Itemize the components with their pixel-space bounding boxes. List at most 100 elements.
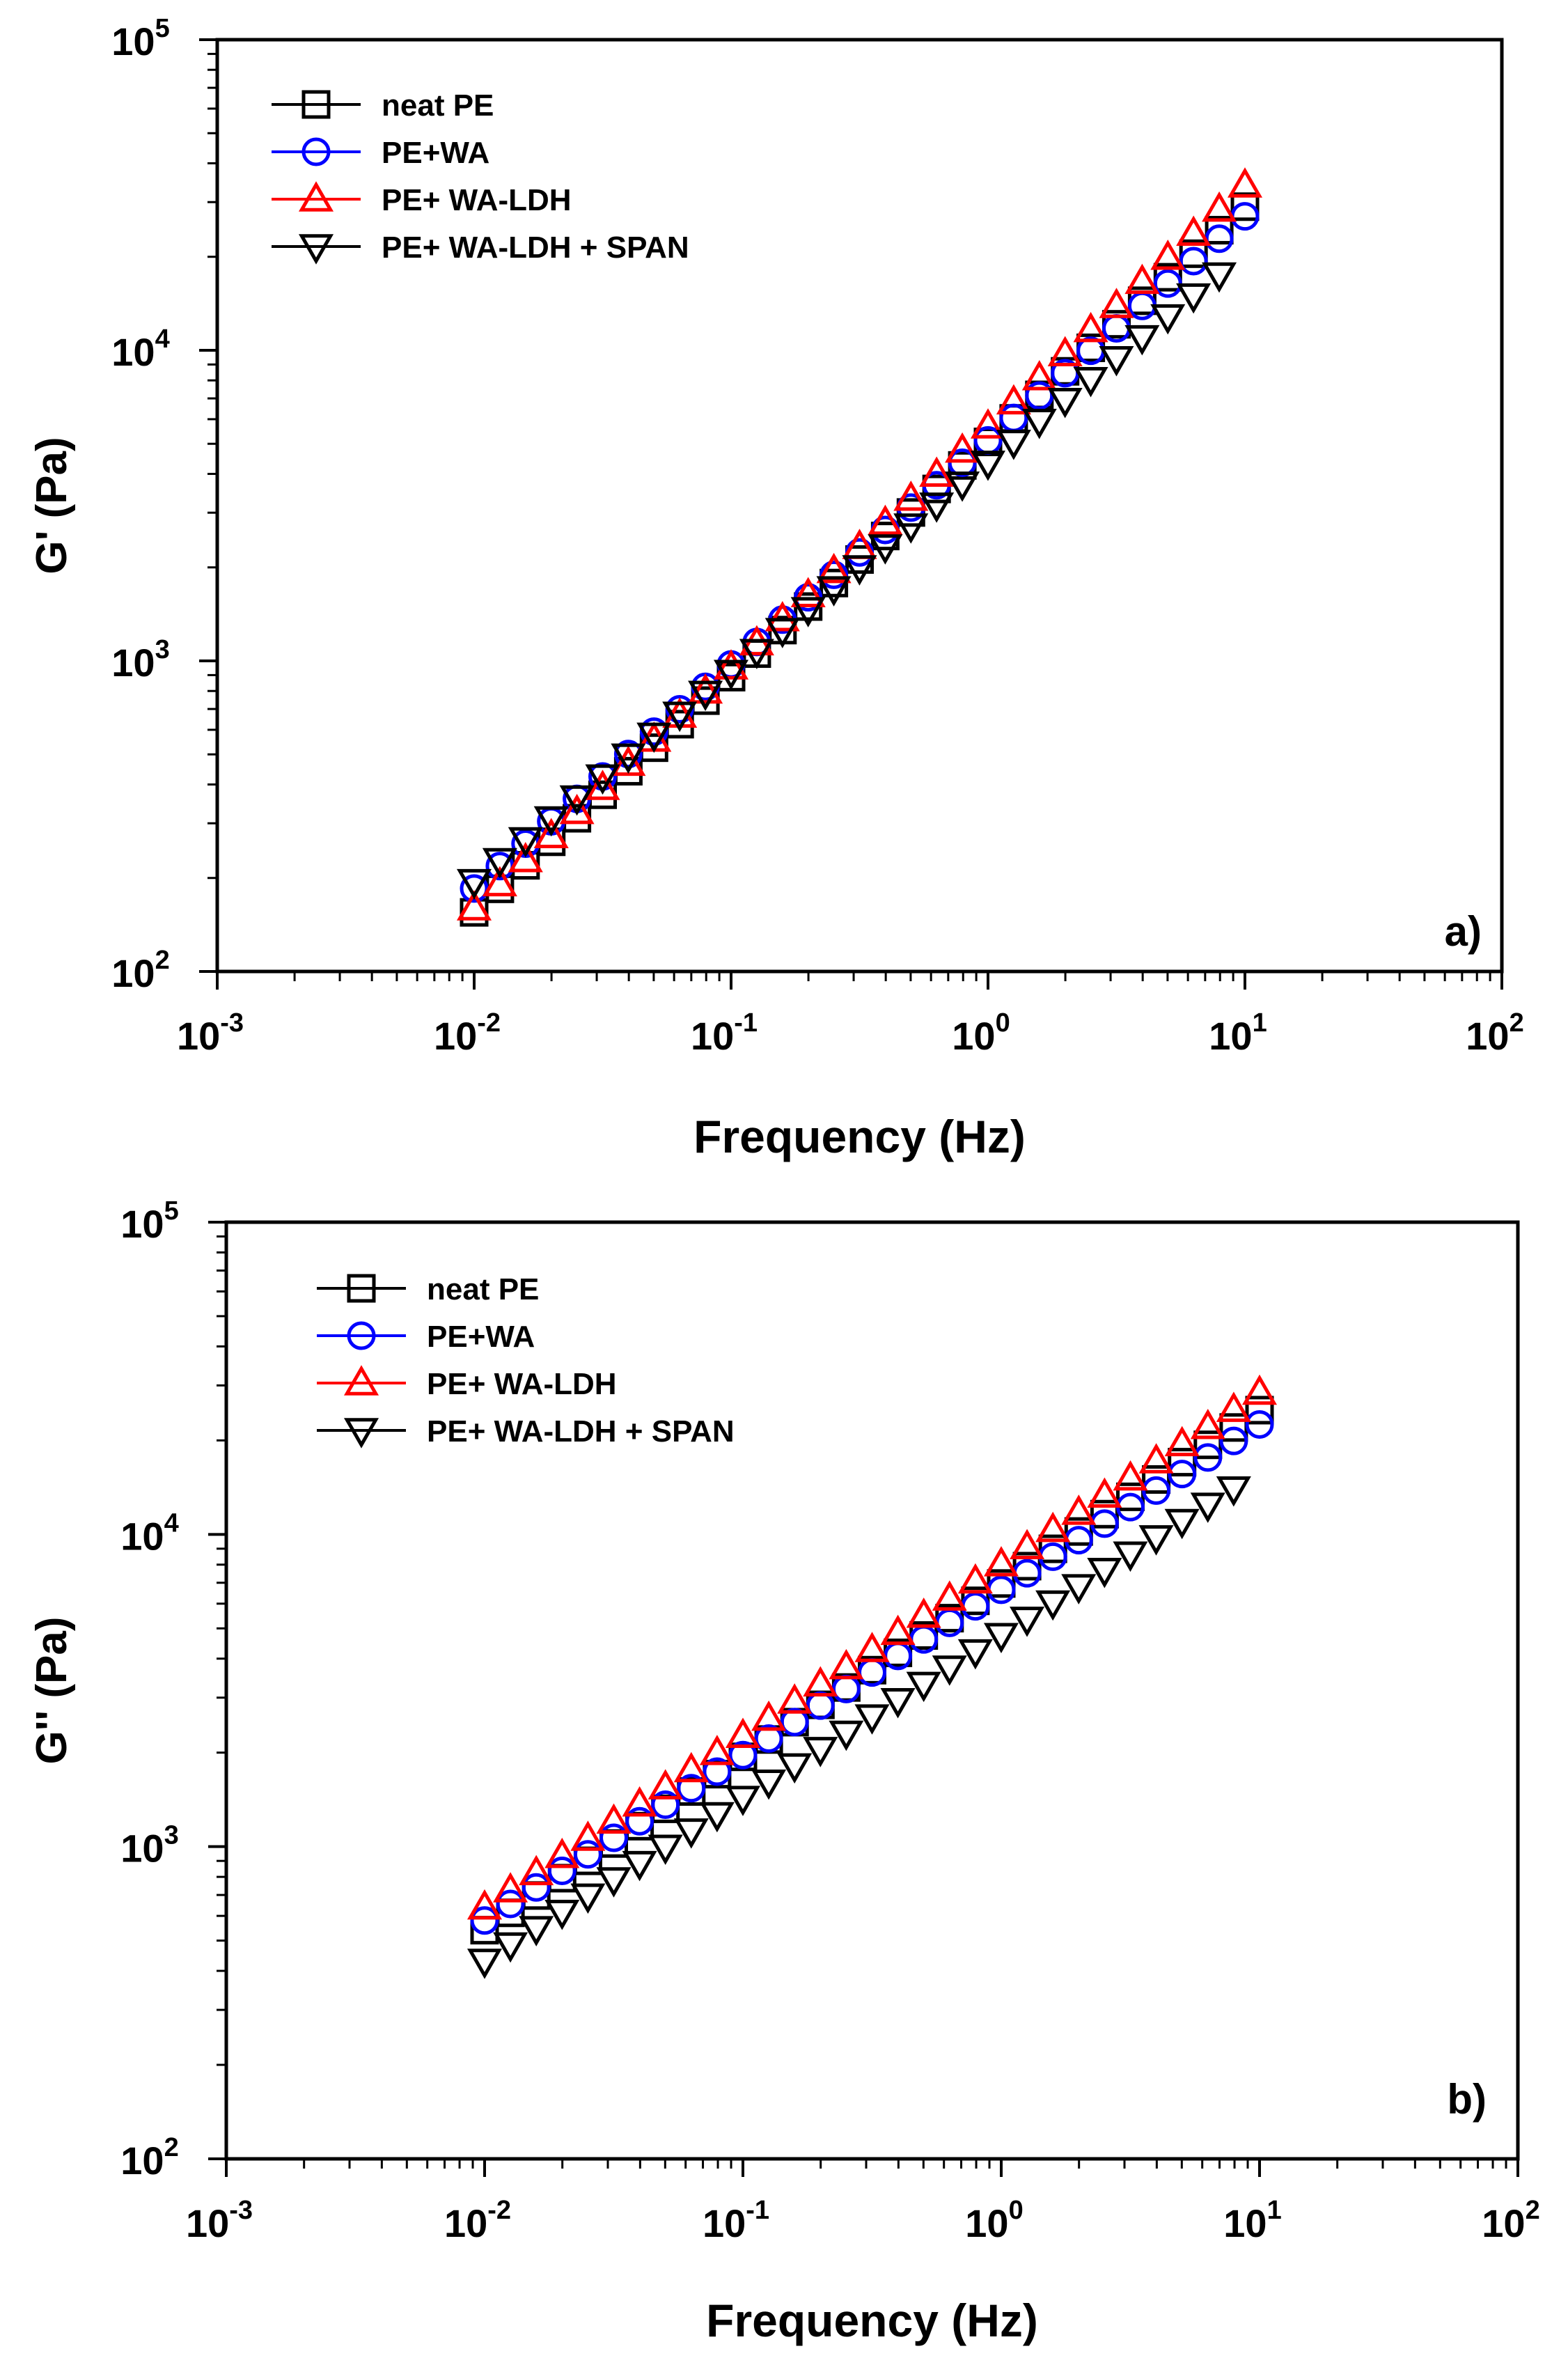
data-point: [765, 618, 800, 648]
data-point: [1116, 1482, 1145, 1511]
legend-marker: [347, 1321, 376, 1350]
data-point: [699, 1735, 735, 1765]
data-point: [648, 1834, 683, 1866]
x-tick-label: 101: [1223, 2196, 1281, 2245]
legend: neat PE PE+WA PE+ WA-LDH PE+ WA-LDH + SPAN: [272, 88, 689, 265]
data-point: [1150, 304, 1186, 335]
data-point: [1142, 1465, 1171, 1494]
data-point: [765, 601, 800, 632]
data-point: [570, 1820, 606, 1851]
data-point: [906, 1671, 941, 1703]
data-point: [1113, 1541, 1148, 1572]
data-point: [648, 1769, 683, 1799]
panel-b-chart: 10-3 10-2 10-1 100 101 102 102 103 104 105 Frequen…: [28, 1196, 1540, 2346]
legend-item: PE+WA: [272, 136, 489, 170]
data-point: [1190, 1492, 1225, 1523]
data-point: [983, 1546, 1019, 1577]
legend: neat PE PE+WA PE+ WA-LDH PE+ WA-LDH + SPAN: [317, 1272, 735, 1449]
data-point: [533, 818, 569, 848]
data-point: [983, 1623, 1019, 1654]
data-point: [547, 1857, 577, 1886]
x-axis-ticks: [225, 2159, 1519, 2177]
data-point: [754, 1724, 783, 1754]
data-point: [1138, 1443, 1174, 1474]
panel-a-chart: 10-3 10-2 10-1 100 101 102 102 103 104 105 Frequen…: [28, 14, 1524, 1162]
data-point: [880, 1614, 916, 1646]
data-point: [570, 1883, 606, 1914]
legend-item: PE+WA: [317, 1320, 535, 1354]
data-point: [1035, 1511, 1071, 1543]
data-point: [725, 1717, 761, 1748]
data-point: [728, 1740, 758, 1770]
x-tick-label: 10-1: [691, 1008, 758, 1058]
data-point: [1124, 325, 1160, 356]
data-point: [559, 785, 595, 816]
data-point: [559, 793, 595, 825]
y-tick-label: 103: [111, 635, 169, 685]
x-tick-label: 10-3: [177, 1008, 244, 1058]
legend-item: PE+ WA-LDH + SPAN: [272, 231, 689, 265]
data-point: [1047, 336, 1083, 366]
data-point: [470, 1906, 499, 1935]
data-point: [1205, 216, 1234, 245]
data-point: [573, 1840, 602, 1869]
legend-label: neat PE: [427, 1272, 539, 1306]
data-point: [1124, 263, 1160, 295]
data-point: [803, 1737, 838, 1767]
data-point: [1010, 1529, 1045, 1559]
data-point: [829, 1648, 864, 1680]
data-point: [493, 1932, 528, 1963]
data-point: [957, 1563, 993, 1594]
data-point: [585, 770, 620, 800]
data-point: [725, 1786, 761, 1816]
legend-marker: [343, 1418, 379, 1449]
legend-item: PE+ WA-LDH + SPAN: [317, 1414, 735, 1449]
x-tick-label: 10-2: [434, 1008, 501, 1058]
data-point: [996, 430, 1031, 460]
x-tick-label: 102: [1466, 1008, 1523, 1058]
y-axis-ticks: [208, 1221, 226, 2160]
data-point: [596, 1867, 632, 1898]
y-tick-label: 102: [111, 946, 169, 995]
panel-label: b): [1447, 2076, 1487, 2123]
data-point: [1227, 167, 1263, 198]
legend-marker: [301, 90, 331, 119]
data-point: [1025, 381, 1054, 410]
data-point: [1010, 1607, 1045, 1637]
data-point: [611, 745, 646, 776]
data-point: [456, 890, 492, 921]
data-point: [919, 456, 955, 487]
data-point: [622, 1850, 657, 1882]
data-point: [1064, 1517, 1093, 1546]
data-point: [662, 701, 698, 733]
legend-item: neat PE: [272, 88, 494, 123]
data-point: [467, 1889, 503, 1920]
data-point: [522, 1873, 551, 1902]
legend-item: PE+ WA-LDH: [317, 1365, 617, 1401]
data-point: [533, 806, 569, 837]
y-tick-label: 104: [111, 325, 169, 374]
data-point: [456, 868, 492, 900]
legend-label: PE+ WA-LDH + SPAN: [427, 1414, 735, 1449]
data-point: [622, 1786, 657, 1817]
data-point: [1241, 1374, 1278, 1405]
data-point: [777, 1683, 813, 1714]
legend-label: PE+ WA-LDH + SPAN: [382, 231, 689, 265]
data-point: [688, 680, 723, 712]
data-point: [1168, 1460, 1197, 1489]
data-point: [1245, 1396, 1274, 1425]
series-pe-wa-ldh-span: [467, 1476, 1251, 1979]
data-point: [713, 659, 749, 691]
data-point: [970, 451, 1005, 481]
data-point: [945, 432, 980, 463]
data-point: [639, 717, 668, 747]
data-point: [1073, 366, 1108, 398]
data-point: [957, 1639, 993, 1670]
data-point: [688, 673, 723, 704]
data-point: [1012, 1552, 1042, 1581]
data-point: [854, 1704, 890, 1735]
data-point: [1179, 247, 1208, 276]
data-point: [596, 1803, 632, 1834]
data-point: [932, 1655, 967, 1686]
data-point: [1216, 1391, 1251, 1422]
